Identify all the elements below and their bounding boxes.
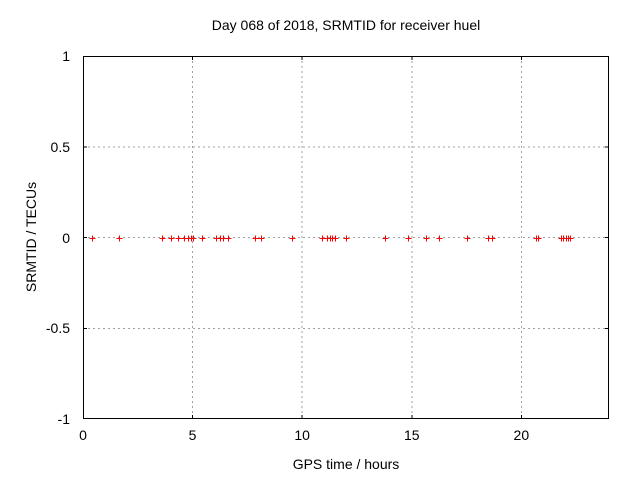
y-tick-label: -0.5 <box>45 320 70 337</box>
x-tick-label: 0 <box>79 427 87 443</box>
data-point-markers <box>89 235 574 242</box>
x-tick-label: 15 <box>403 427 420 443</box>
y-tick-label: 1 <box>62 48 70 64</box>
x-tick-label: 10 <box>294 427 310 443</box>
y-tick-label: 0.5 <box>50 138 70 155</box>
x-tick-label: 20 <box>513 427 530 443</box>
y-tick-label: 0 <box>62 229 70 246</box>
chart-title: Day 068 of 2018, SRMTID for receiver hue… <box>211 17 481 33</box>
x-tick-label: 5 <box>188 427 197 443</box>
y-tick-label: -1 <box>57 411 70 427</box>
plot-area <box>83 56 609 419</box>
x-axis-label: GPS time / hours <box>292 456 400 472</box>
